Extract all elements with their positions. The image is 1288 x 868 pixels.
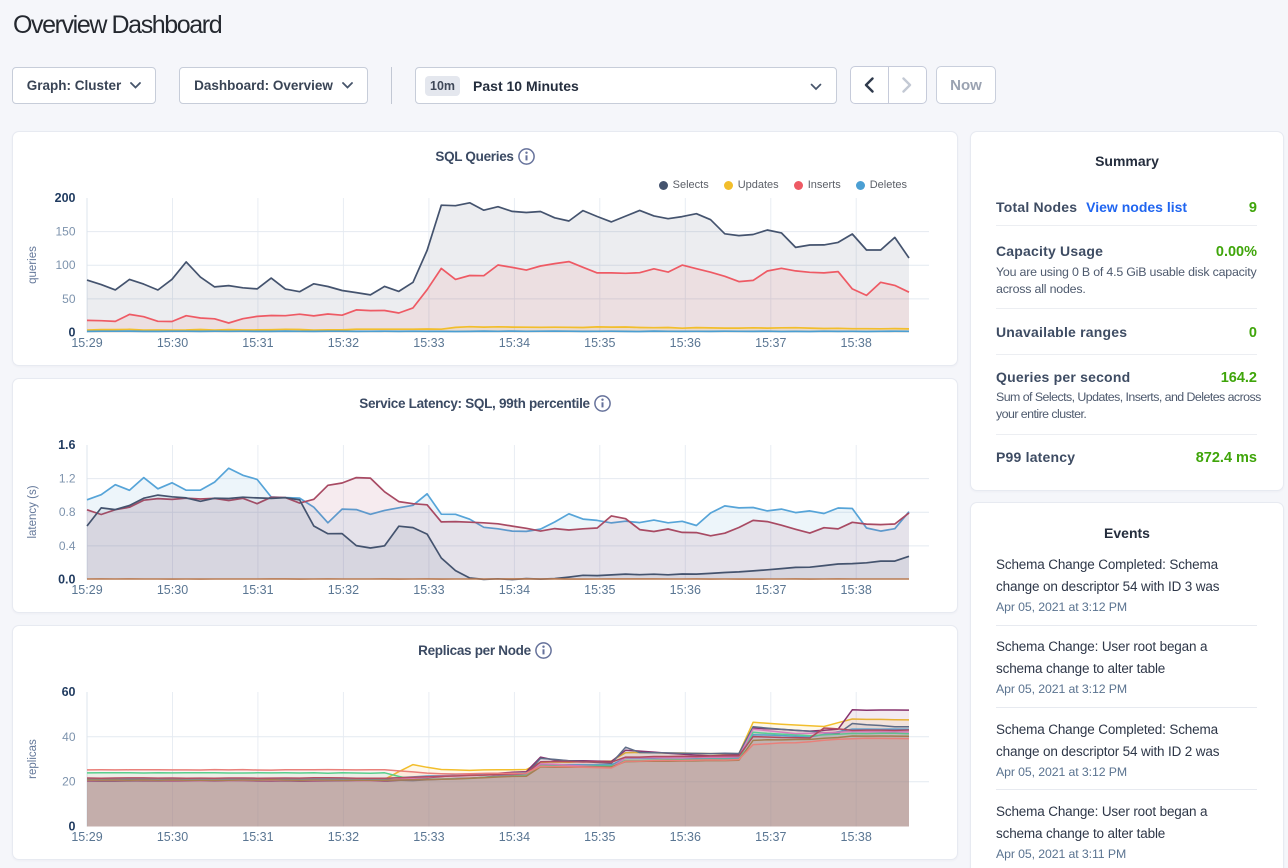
svg-text:15:29: 15:29: [71, 336, 102, 350]
svg-text:0.8: 0.8: [59, 505, 76, 519]
svg-text:0.4: 0.4: [59, 539, 76, 553]
svg-text:15:33: 15:33: [413, 830, 444, 844]
svg-text:queries: queries: [27, 246, 39, 284]
svg-text:0.0: 0.0: [58, 573, 75, 587]
svg-text:15:30: 15:30: [157, 583, 188, 597]
svg-text:15:31: 15:31: [242, 583, 273, 597]
svg-text:15:37: 15:37: [755, 830, 786, 844]
svg-text:15:38: 15:38: [841, 583, 872, 597]
svg-text:15:35: 15:35: [584, 583, 615, 597]
svg-text:15:30: 15:30: [157, 336, 188, 350]
svg-text:200: 200: [55, 191, 76, 205]
svg-text:15:36: 15:36: [670, 336, 701, 350]
svg-text:15:33: 15:33: [413, 336, 444, 350]
svg-text:latency (s): latency (s): [27, 485, 39, 538]
svg-text:50: 50: [62, 292, 76, 306]
svg-text:15:38: 15:38: [841, 336, 872, 350]
svg-text:15:32: 15:32: [328, 830, 359, 844]
svg-text:15:34: 15:34: [499, 336, 530, 350]
svg-text:40: 40: [62, 730, 76, 744]
svg-text:15:33: 15:33: [413, 583, 444, 597]
svg-text:0: 0: [69, 820, 76, 834]
svg-text:15:30: 15:30: [157, 830, 188, 844]
svg-text:100: 100: [55, 258, 75, 272]
svg-text:0: 0: [69, 326, 76, 340]
svg-text:15:32: 15:32: [328, 583, 359, 597]
svg-text:15:34: 15:34: [499, 583, 530, 597]
svg-text:15:31: 15:31: [242, 830, 273, 844]
svg-text:replicas: replicas: [27, 739, 39, 779]
svg-text:15:37: 15:37: [755, 336, 786, 350]
svg-text:15:31: 15:31: [242, 336, 273, 350]
svg-text:15:38: 15:38: [841, 830, 872, 844]
svg-text:15:35: 15:35: [584, 830, 615, 844]
svg-text:15:29: 15:29: [71, 830, 102, 844]
svg-text:15:34: 15:34: [499, 830, 530, 844]
svg-text:60: 60: [62, 685, 76, 699]
svg-text:15:35: 15:35: [584, 336, 615, 350]
svg-text:15:32: 15:32: [328, 336, 359, 350]
svg-text:1.2: 1.2: [59, 472, 76, 486]
svg-text:1.6: 1.6: [58, 438, 75, 452]
svg-text:20: 20: [62, 775, 76, 789]
svg-text:150: 150: [55, 225, 75, 239]
svg-text:15:36: 15:36: [670, 583, 701, 597]
svg-text:15:36: 15:36: [670, 830, 701, 844]
svg-text:15:29: 15:29: [71, 583, 102, 597]
svg-text:15:37: 15:37: [755, 583, 786, 597]
